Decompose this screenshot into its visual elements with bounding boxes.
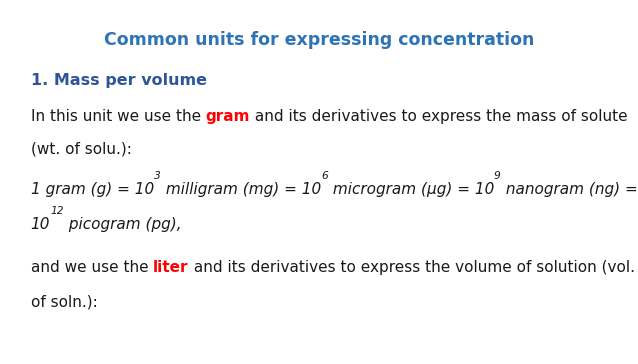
- Text: 10: 10: [31, 217, 50, 232]
- Text: 6: 6: [321, 171, 328, 181]
- Text: 9: 9: [494, 171, 501, 181]
- Text: 3: 3: [154, 171, 161, 181]
- Text: gram: gram: [205, 109, 250, 124]
- Text: nanogram (ng) =: nanogram (ng) =: [501, 182, 637, 197]
- Text: milligram (mg) = 10: milligram (mg) = 10: [161, 182, 321, 197]
- Text: 1. Mass per volume: 1. Mass per volume: [31, 73, 207, 88]
- Text: and its derivatives to express the mass of solute: and its derivatives to express the mass …: [250, 109, 628, 124]
- Text: Common units for expressing concentration: Common units for expressing concentratio…: [104, 31, 534, 49]
- Text: picogram (pg),: picogram (pg),: [64, 217, 181, 232]
- Text: 1 gram (g) = 10: 1 gram (g) = 10: [31, 182, 154, 197]
- Text: and its derivatives to express the volume of solution (vol.: and its derivatives to express the volum…: [189, 260, 635, 275]
- Text: In this unit we use the: In this unit we use the: [31, 109, 205, 124]
- Text: microgram (μg) = 10: microgram (μg) = 10: [328, 182, 494, 197]
- Text: (wt. of solu.):: (wt. of solu.):: [31, 142, 131, 157]
- Text: liter: liter: [153, 260, 189, 275]
- Text: 12: 12: [50, 206, 64, 215]
- Text: of soln.):: of soln.):: [31, 295, 98, 310]
- Text: and we use the: and we use the: [31, 260, 153, 275]
